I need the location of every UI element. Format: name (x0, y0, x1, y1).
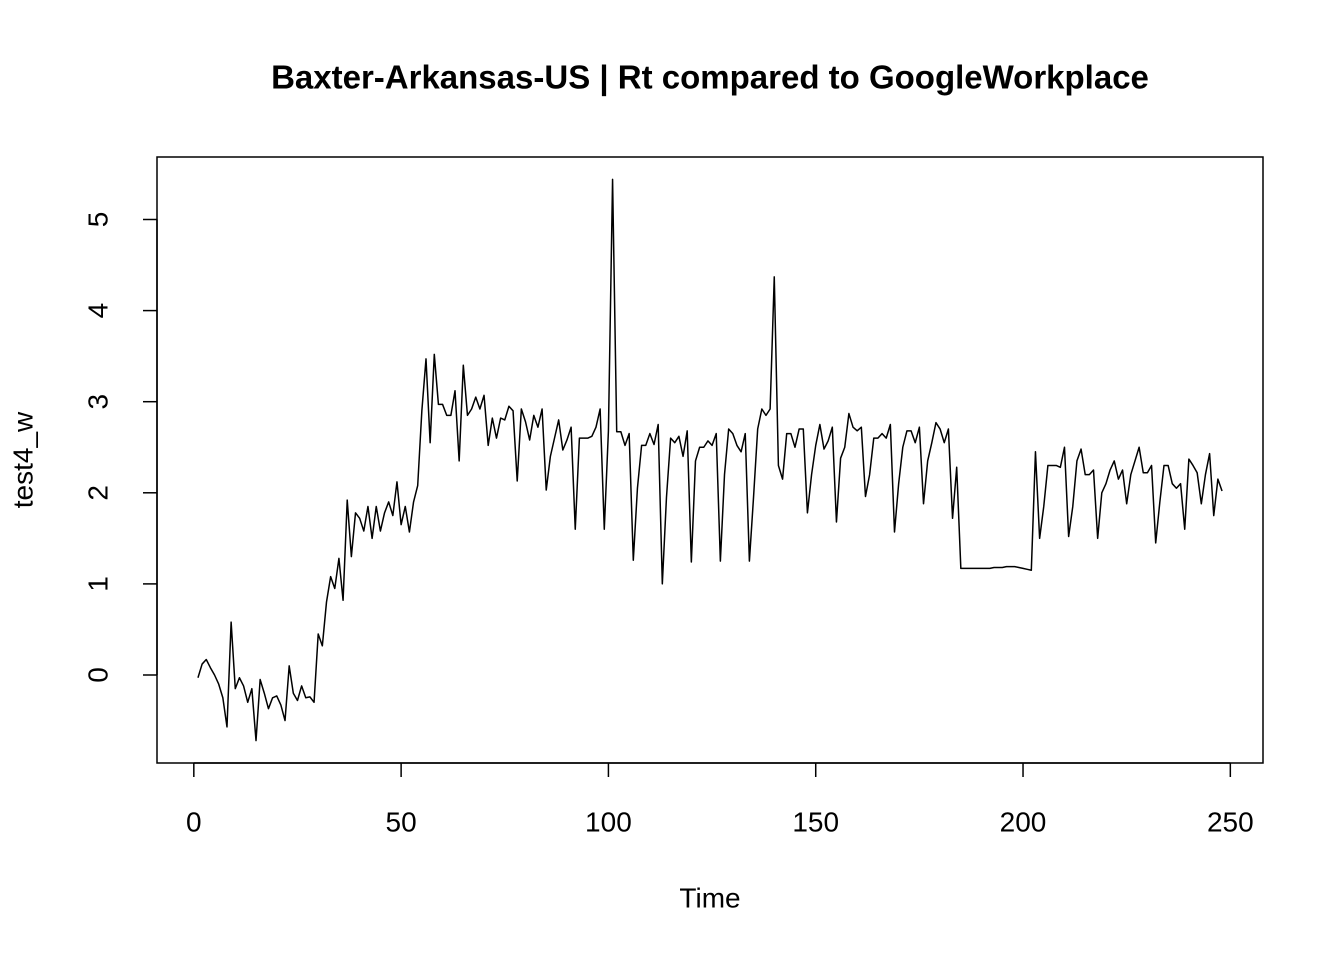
y-tick-label: 5 (82, 212, 113, 228)
y-tick-label: 1 (82, 576, 113, 592)
x-tick-label: 250 (1207, 806, 1254, 837)
y-tick-label: 0 (82, 667, 113, 683)
plot-frame (156, 156, 1264, 764)
chart-title: Baxter-Arkansas-US | Rt compared to Goog… (271, 59, 1149, 96)
y-axis-label: test4_w (7, 411, 38, 508)
y-tick-label: 2 (82, 485, 113, 501)
x-tick-label: 0 (186, 806, 202, 837)
x-tick-label: 100 (585, 806, 632, 837)
data-line (197, 178, 1223, 742)
y-tick-label: 4 (82, 303, 113, 319)
x-tick-label: 200 (1000, 806, 1047, 837)
x-axis-label: Time (679, 882, 740, 913)
y-tick-label: 3 (82, 394, 113, 410)
x-tick-label: 150 (792, 806, 839, 837)
x-tick-label: 50 (386, 806, 417, 837)
